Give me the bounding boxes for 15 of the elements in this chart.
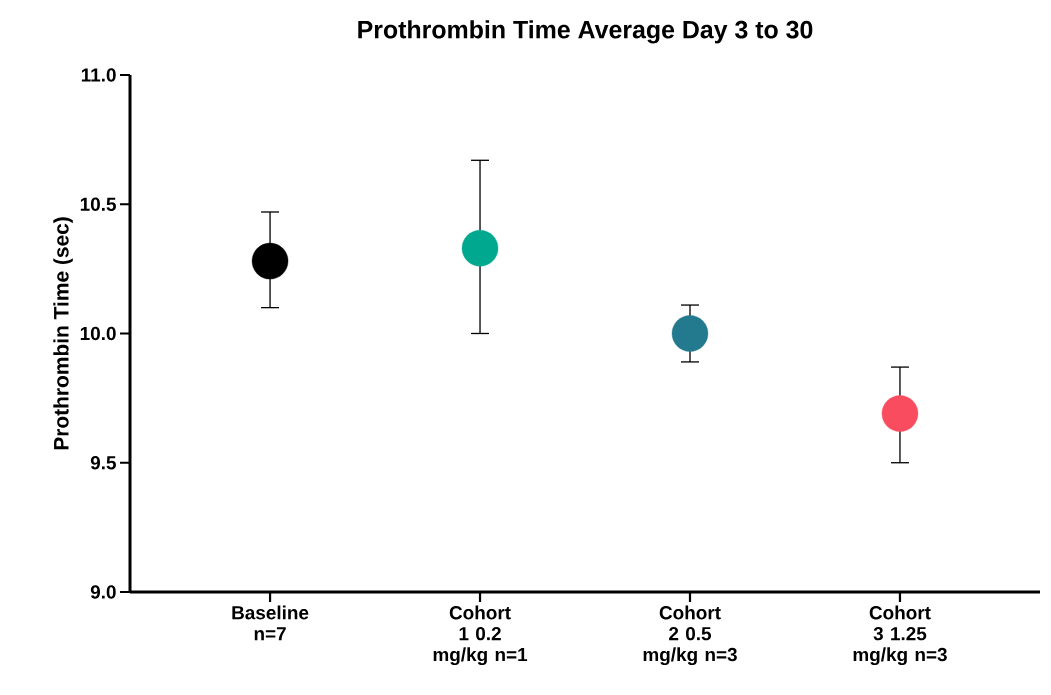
point (671, 315, 709, 352)
point (461, 229, 499, 267)
y-tick-label: 9.5 (90, 456, 116, 470)
y-tick-label: 10.0 (80, 326, 116, 341)
x-tick-label: Cohort 2 0.5 mg/kg n=3 (643, 605, 737, 666)
y-tick-label: 11.0 (81, 68, 116, 82)
y-tick-label: 10.5 (80, 197, 116, 211)
x-tick-label: Cohort 3 1.25 mg/kg n=3 (853, 605, 947, 666)
chart-title: Prothrombin Time Average Day 3 to 30 (358, 20, 813, 44)
y-axis-title: Prothrombin Time (sec) (53, 217, 73, 450)
y-tick-label: 9.0 (90, 585, 116, 599)
x-tick-label: Baseline n=7 (232, 605, 309, 641)
point (881, 395, 919, 432)
point (251, 242, 289, 280)
x-tick-label: Cohort 1 0.2 mg/kg n=1 (433, 605, 528, 666)
